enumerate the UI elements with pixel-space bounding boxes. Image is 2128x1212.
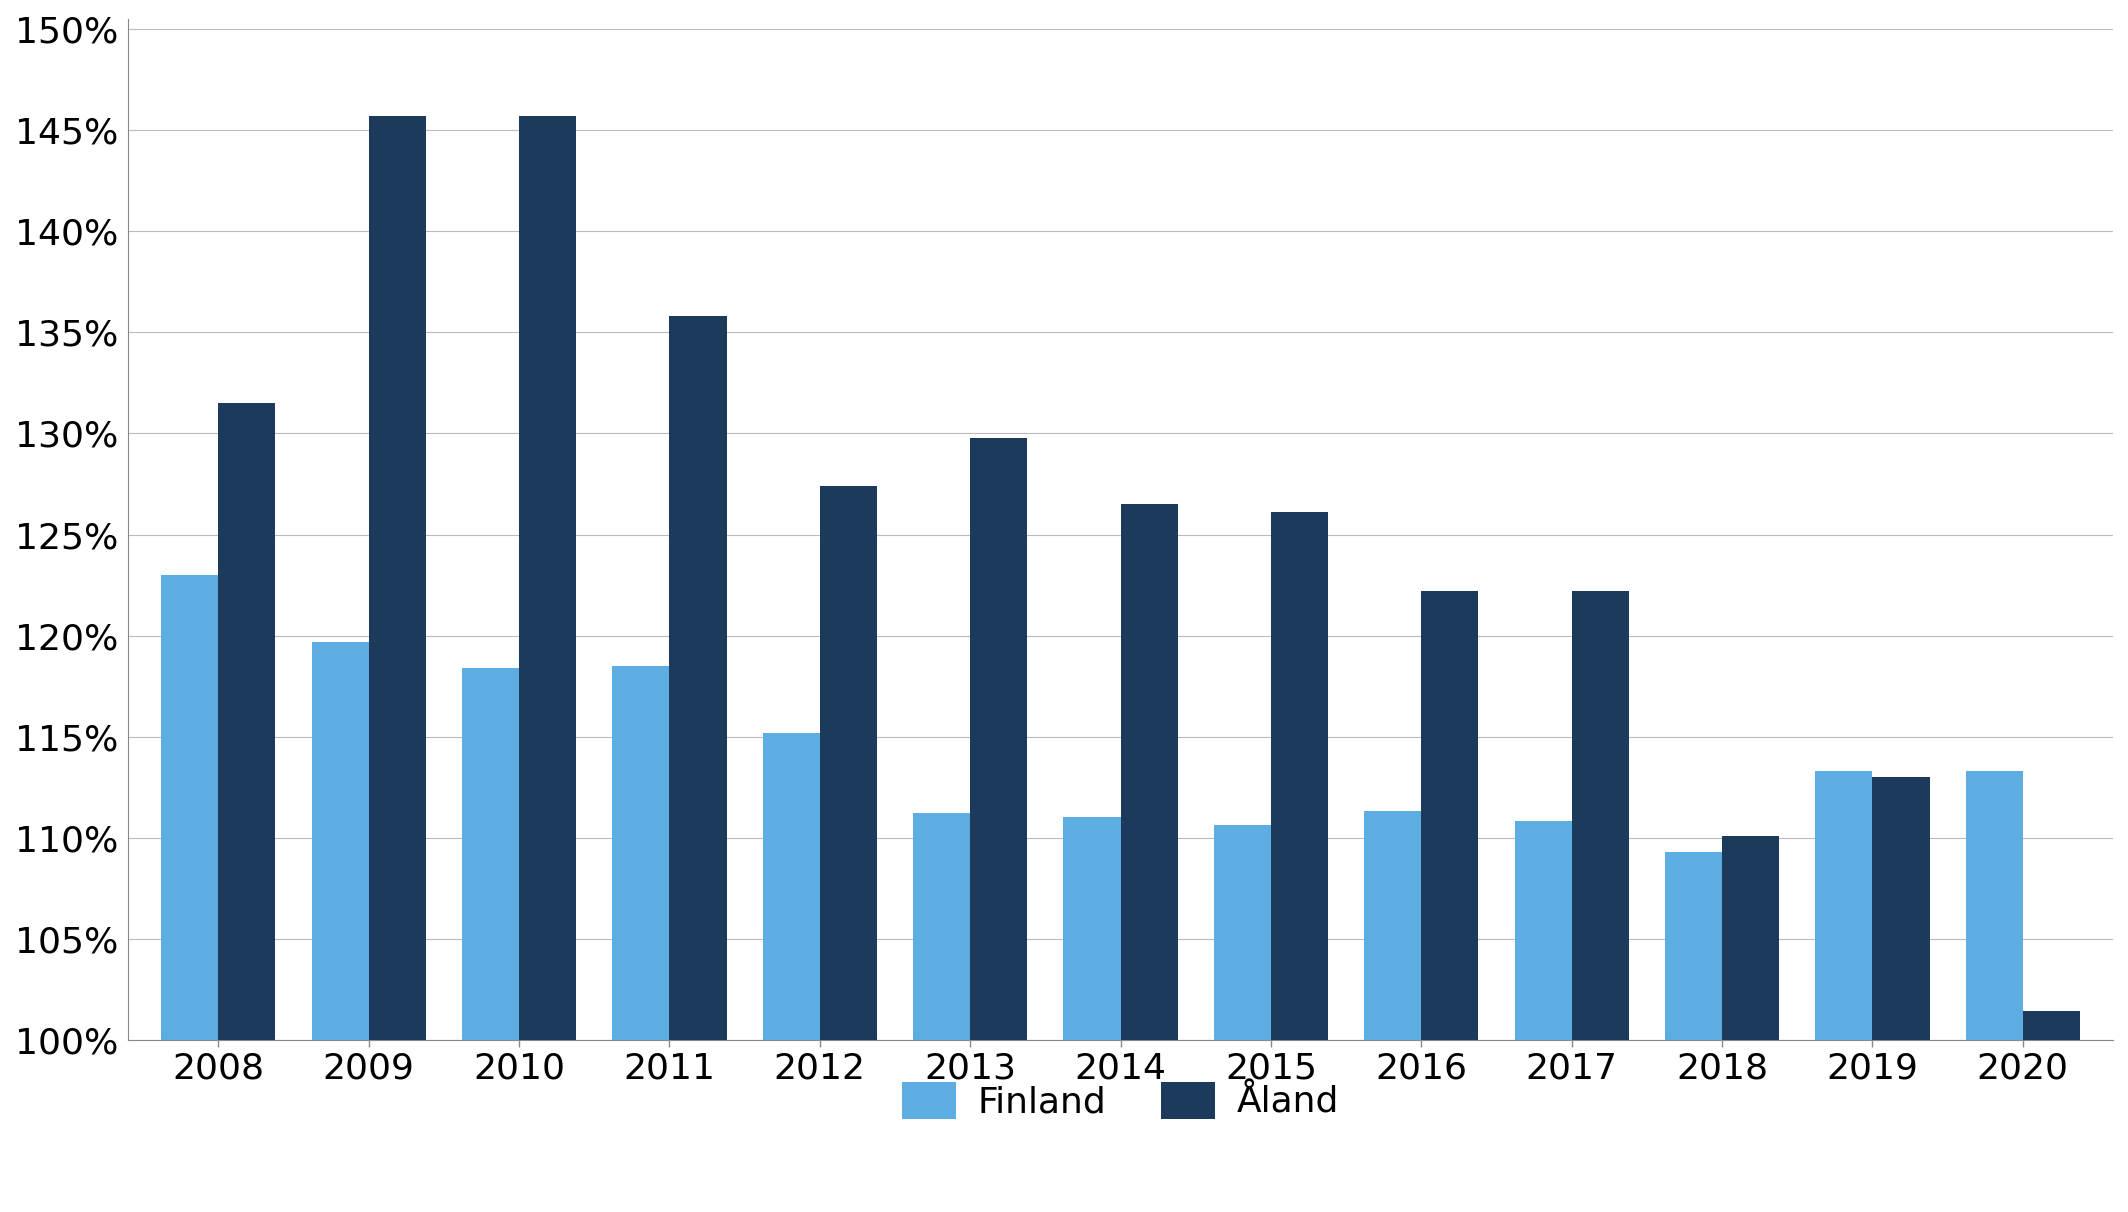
Bar [1422, 591, 1479, 1040]
Bar [1213, 825, 1270, 1040]
Bar [219, 404, 275, 1040]
Bar [368, 116, 426, 1040]
Bar [1121, 504, 1177, 1040]
Bar [1966, 771, 2024, 1040]
Bar [819, 486, 877, 1040]
Bar [519, 116, 577, 1040]
Bar [1815, 771, 1873, 1040]
Bar [762, 732, 819, 1040]
Bar [1664, 852, 1722, 1040]
Bar [2024, 1011, 2079, 1040]
Bar [913, 813, 970, 1040]
Bar [462, 668, 519, 1040]
Bar [1873, 777, 1930, 1040]
Bar [1270, 513, 1328, 1040]
Bar [613, 665, 670, 1040]
Bar [1515, 822, 1573, 1040]
Bar [162, 574, 219, 1040]
Legend: Finland, Åland: Finland, Åland [887, 1068, 1353, 1134]
Bar [1573, 591, 1628, 1040]
Bar [1364, 811, 1422, 1040]
Bar [1722, 835, 1779, 1040]
Bar [670, 316, 726, 1040]
Bar [311, 641, 368, 1040]
Bar [970, 438, 1028, 1040]
Bar [1064, 817, 1121, 1040]
